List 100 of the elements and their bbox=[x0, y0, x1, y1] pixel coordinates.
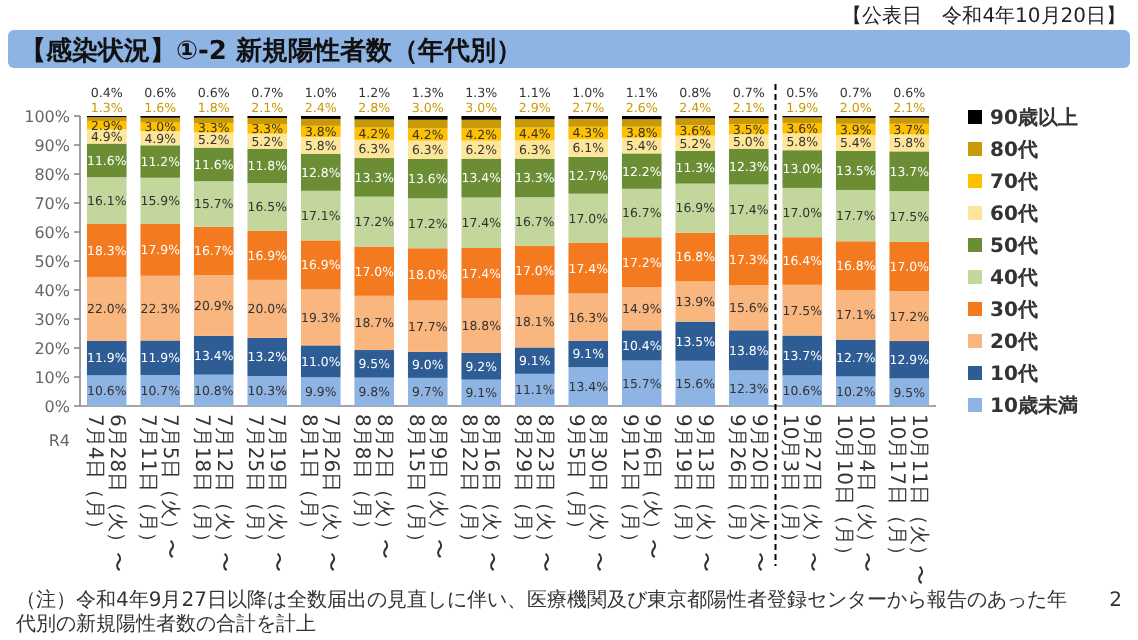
bar bbox=[728, 184, 769, 235]
legend-label: 60代 bbox=[990, 202, 1038, 226]
bar bbox=[140, 145, 181, 178]
bar bbox=[782, 117, 823, 123]
bar bbox=[193, 181, 234, 227]
bar bbox=[514, 294, 555, 348]
bar bbox=[354, 196, 395, 247]
text: R4 bbox=[48, 432, 70, 450]
bar bbox=[193, 275, 234, 336]
bar bbox=[407, 300, 448, 352]
legend-label: 80代 bbox=[990, 138, 1038, 162]
legend-label: 90歳以上 bbox=[990, 106, 1078, 130]
bar bbox=[193, 226, 234, 276]
text: 【公表日 令和4年10月20日】 bbox=[842, 4, 1126, 28]
bar bbox=[835, 241, 876, 290]
bar bbox=[782, 284, 823, 336]
bar bbox=[621, 119, 662, 127]
bar bbox=[621, 188, 662, 238]
bar bbox=[568, 193, 609, 244]
legend-label: 20代 bbox=[990, 330, 1038, 354]
x-tick-label: 9月27日（火）〜 10月3日（月） bbox=[778, 414, 825, 573]
legend-label: 10代 bbox=[990, 362, 1038, 386]
bar bbox=[835, 118, 876, 124]
bar bbox=[568, 293, 609, 341]
x-tick-label: 9月6日（火）〜 9月12日（月） bbox=[617, 414, 664, 560]
bar bbox=[621, 360, 662, 406]
bar bbox=[247, 279, 288, 338]
bar bbox=[407, 198, 448, 249]
y-tick-label: 0% bbox=[44, 398, 71, 416]
bar bbox=[407, 248, 448, 301]
bar bbox=[461, 197, 502, 248]
bar bbox=[247, 118, 288, 125]
text: （注）令和4年9月27日以降は全数届出の見直しに伴い、医療機関及び東京都陽性者登録センターから報告のあった年代別の新規陽性者数の合計を計上 bbox=[14, 588, 1067, 636]
legend-label: 10歳未満 bbox=[990, 394, 1078, 418]
bar bbox=[461, 247, 502, 299]
bar bbox=[728, 234, 769, 286]
bar bbox=[568, 243, 609, 294]
legend-label: 40代 bbox=[990, 266, 1038, 290]
bar bbox=[782, 237, 823, 285]
bar bbox=[86, 276, 127, 341]
bar bbox=[300, 289, 341, 346]
x-tick-label: 9月13日（火）〜 9月19日（月） bbox=[671, 414, 718, 573]
bar bbox=[835, 290, 876, 340]
legend-label: 30代 bbox=[990, 298, 1038, 322]
y-tick-label: 90% bbox=[34, 137, 71, 155]
bar bbox=[728, 118, 769, 125]
bar bbox=[354, 246, 395, 296]
bar bbox=[300, 118, 341, 126]
x-tick-label: 8月30日（火）〜 9月5日（月） bbox=[564, 414, 611, 573]
y-tick-label: 60% bbox=[34, 224, 71, 242]
x-tick-label: 10月11日（火）〜 10月17日（月） bbox=[885, 414, 932, 585]
bar bbox=[675, 281, 716, 322]
bar bbox=[889, 241, 930, 292]
bar bbox=[568, 118, 609, 127]
y-tick-label: 70% bbox=[34, 195, 71, 213]
bar bbox=[300, 190, 341, 241]
bar bbox=[782, 187, 823, 238]
x-tick-label: 8月2日（火）〜 8月8日（月） bbox=[350, 414, 397, 560]
bar bbox=[835, 189, 876, 242]
y-tick-label: 20% bbox=[34, 340, 71, 358]
x-tick-label: 7月26日（火）〜 8月1日（月） bbox=[296, 414, 343, 573]
bar bbox=[300, 240, 341, 290]
y-tick-label: 10% bbox=[34, 369, 71, 387]
bar bbox=[514, 119, 555, 128]
bar bbox=[247, 182, 288, 231]
bar bbox=[354, 295, 395, 351]
bar bbox=[514, 197, 555, 246]
x-tick-label: 7月12日（火）〜 7月18日（月） bbox=[189, 414, 236, 573]
bar bbox=[461, 119, 502, 129]
legend-label: 70代 bbox=[990, 170, 1038, 194]
text: 2 bbox=[1109, 590, 1122, 612]
bar bbox=[675, 118, 716, 126]
x-tick-label: 7月19日（火）〜 7月25日（月） bbox=[243, 414, 290, 573]
bar bbox=[140, 275, 181, 341]
bar bbox=[193, 117, 234, 123]
y-tick-label: 50% bbox=[34, 253, 71, 271]
x-tick-label: 9月20日（火）〜 9月26日（月） bbox=[724, 414, 771, 573]
bar bbox=[354, 119, 395, 128]
bar bbox=[247, 230, 288, 280]
y-tick-label: 30% bbox=[34, 311, 71, 329]
bar bbox=[675, 183, 716, 233]
bar bbox=[621, 153, 662, 189]
x-tick-label: 8月9日（火）〜 8月15日（月） bbox=[403, 414, 450, 560]
legend-label: 50代 bbox=[990, 234, 1038, 258]
y-tick-label: 100% bbox=[24, 108, 71, 126]
bar bbox=[140, 177, 181, 224]
bar bbox=[140, 223, 181, 276]
bar bbox=[86, 177, 127, 224]
bar bbox=[621, 237, 662, 288]
bar bbox=[568, 156, 609, 194]
bar bbox=[889, 191, 930, 242]
bar bbox=[514, 245, 555, 295]
y-tick-label: 80% bbox=[34, 166, 71, 184]
bar bbox=[86, 223, 127, 277]
x-tick-label: 10月4日（火）〜 10月10日（月） bbox=[831, 414, 878, 573]
x-tick-label: 8月16日（火）〜 8月22日（月） bbox=[457, 414, 504, 573]
bar bbox=[461, 298, 502, 353]
y-tick-label: 40% bbox=[34, 282, 71, 300]
bar bbox=[889, 151, 930, 192]
chart-title: 【感染状況】①-2 新規陽性者数（年代別） bbox=[20, 35, 522, 67]
